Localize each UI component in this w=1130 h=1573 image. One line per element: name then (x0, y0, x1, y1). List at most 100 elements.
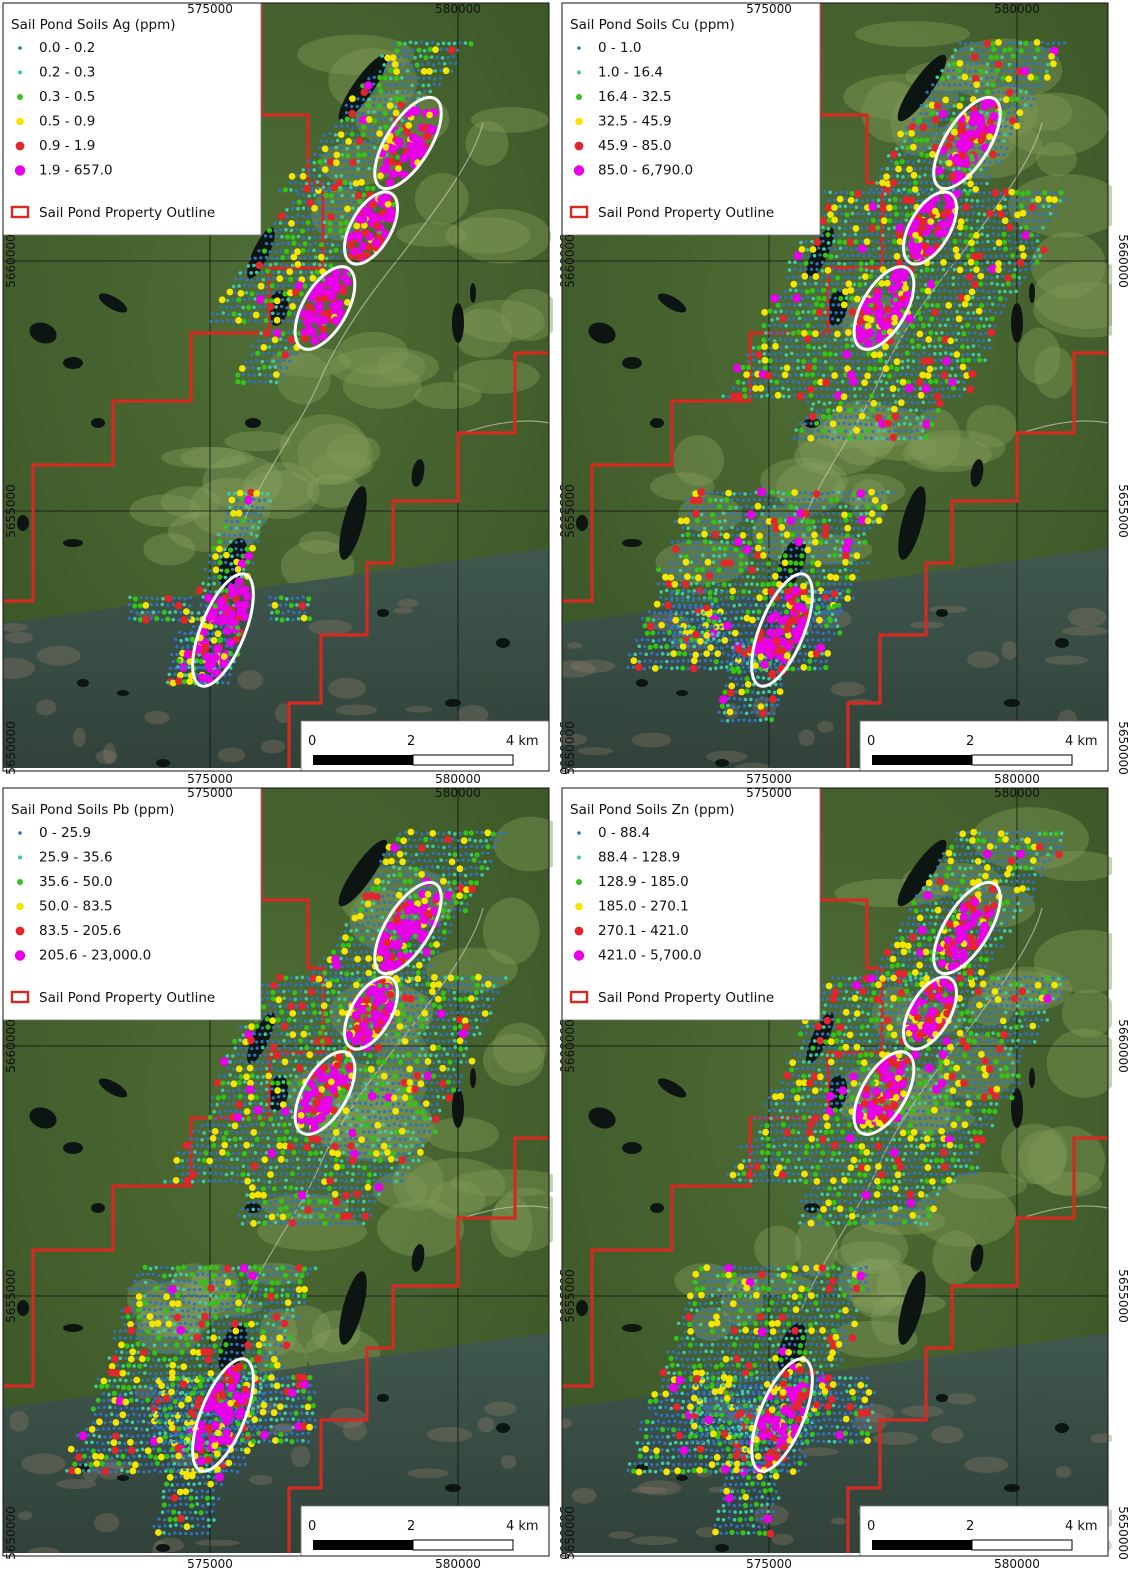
soil-sample (726, 689, 735, 697)
soil-sample (789, 532, 796, 538)
soil-sample (1003, 289, 1007, 294)
soil-sample (782, 553, 788, 559)
soil-sample (758, 380, 762, 385)
soil-sample (1002, 83, 1006, 87)
soil-sample (864, 262, 869, 266)
soil-sample (990, 281, 994, 286)
soil-sample (883, 297, 887, 301)
soil-sample (895, 174, 900, 178)
soil-sample (947, 267, 951, 271)
soil-sample-anomalous (918, 223, 927, 232)
soil-sample (721, 651, 725, 655)
soil-sample (982, 296, 986, 300)
soil-sample (820, 492, 824, 496)
soil-sample (908, 394, 912, 398)
soil-sample (772, 342, 779, 350)
soil-sample (278, 228, 283, 232)
soil-sample (781, 394, 786, 399)
soil-sample (253, 256, 257, 260)
soil-sample (682, 640, 686, 645)
soil-sample (821, 239, 825, 243)
soil-sample (812, 619, 816, 623)
soil-sample (971, 352, 976, 357)
soil-sample (296, 192, 300, 196)
soil-sample (680, 591, 685, 596)
soil-sample (840, 596, 844, 600)
soil-sample (755, 582, 760, 587)
imagery-rock-outcrop (393, 607, 414, 614)
soil-sample (712, 637, 716, 641)
soil-sample (397, 101, 406, 110)
soil-sample (814, 560, 822, 568)
soil-sample (411, 68, 415, 72)
soil-sample (900, 190, 904, 195)
soil-sample (933, 101, 942, 110)
soil-sample (819, 624, 823, 629)
soil-sample (889, 385, 897, 393)
soil-sample (733, 512, 737, 516)
soil-sample (991, 226, 995, 230)
soil-sample-anomalous (310, 336, 320, 345)
soil-sample (698, 659, 702, 663)
soil-sample (820, 435, 824, 439)
soil-sample (875, 261, 880, 265)
soil-sample (703, 598, 707, 602)
soil-sample (734, 690, 738, 694)
soil-sample (909, 338, 915, 344)
soil-sample (971, 311, 976, 315)
soil-sample-anomalous (377, 172, 384, 180)
soil-sample (274, 609, 280, 615)
soil-sample-anomalous (365, 243, 374, 251)
soil-sample (182, 660, 187, 664)
lake (622, 539, 642, 547)
soil-sample (958, 260, 962, 264)
soil-sample-anomalous (426, 111, 433, 119)
soil-sample (727, 511, 731, 515)
soil-sample (809, 492, 813, 496)
soil-sample (814, 624, 818, 629)
lake (377, 609, 389, 617)
soil-sample (919, 187, 923, 192)
soil-sample-anomalous (883, 305, 892, 314)
soil-sample (853, 267, 858, 271)
soil-sample (281, 319, 285, 323)
soil-sample (707, 547, 711, 552)
soil-sample (140, 610, 145, 615)
soil-sample (834, 360, 839, 364)
soil-sample (361, 111, 365, 115)
soil-sample (1009, 198, 1013, 202)
soil-sample (844, 416, 848, 420)
soil-sample (890, 174, 894, 178)
soil-sample (166, 680, 170, 685)
soil-sample (711, 567, 716, 571)
soil-sample (256, 277, 260, 281)
soil-sample (196, 611, 201, 615)
soil-sample (708, 533, 712, 537)
soil-sample (900, 145, 905, 150)
soil-sample (809, 568, 816, 574)
soil-sample (721, 491, 725, 496)
soil-sample (744, 567, 749, 571)
soil-sample (910, 430, 914, 434)
soil-sample (268, 250, 272, 254)
soil-sample (920, 357, 929, 366)
soil-sample (188, 596, 193, 600)
soil-sample (812, 379, 818, 385)
soil-sample (780, 380, 784, 384)
soil-sample (273, 297, 281, 305)
soil-sample (210, 312, 214, 316)
soil-sample (296, 617, 301, 621)
soil-sample (1002, 96, 1010, 103)
soil-sample (982, 346, 987, 350)
soil-sample (731, 540, 735, 545)
soil-sample (926, 132, 930, 136)
soil-sample (927, 353, 931, 357)
soil-sample (761, 308, 768, 316)
soil-sample-anomalous (935, 166, 944, 176)
soil-sample (831, 287, 838, 293)
soil-sample (753, 659, 757, 663)
soil-sample (408, 54, 412, 59)
soil-sample-anomalous (359, 241, 368, 251)
soil-sample (860, 206, 864, 210)
soil-sample (994, 60, 1003, 69)
